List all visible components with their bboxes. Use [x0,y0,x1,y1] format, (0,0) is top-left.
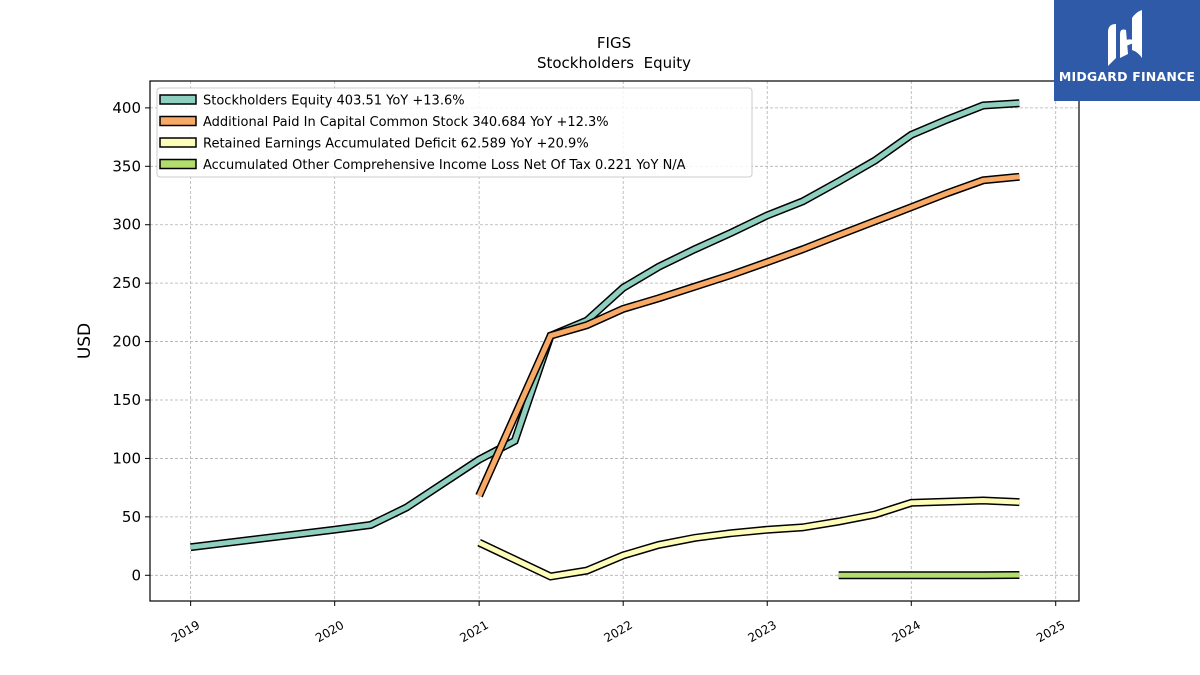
legend-entry: Retained Earnings Accumulated Deficit 62… [203,137,589,152]
legend-entry: Stockholders Equity 403.51 YoY +13.6% [203,94,465,109]
x-tick-label: 2021 [457,618,490,645]
midgard-finance-logo: MIDGARD FINANCE [1054,0,1200,101]
series-lines [190,99,1020,581]
legend-swatch [159,115,197,127]
x-tick-label: 2024 [890,618,923,645]
y-tick-label: 200 [112,333,141,351]
logo-mark-icon [1108,10,1142,66]
x-tick-label: 2022 [601,618,634,645]
y-tick-label: 0 [131,566,141,584]
legend-swatch [159,158,197,170]
x-tick-label: 2025 [1034,618,1067,645]
y-tick-label: 150 [112,391,141,409]
y-tick-label: 50 [122,508,141,526]
legend-entry: Accumulated Other Comprehensive Income L… [203,158,686,173]
legend-swatch [159,137,197,148]
y-tick-label: 300 [112,216,141,234]
y-tick-label: 400 [112,99,141,117]
axis-ticks: 0 50 100 150 200 250 300 350 400 2019 2020 2021 2022… [112,99,1067,645]
legend-box [156,87,753,178]
legend-entry: Additional Paid In Capital Common Stock … [203,115,609,130]
series-line-outline [477,496,1020,581]
series-line [478,497,1020,580]
series-line [190,100,1020,550]
y-tick-label: 100 [112,449,141,467]
logo-text: MIDGARD FINANCE [1058,69,1196,84]
chart-subtitle: Stockholders Equity [537,54,691,72]
legend-swatch [159,94,197,105]
y-tick-label: 350 [112,157,141,175]
x-tick-label: 2019 [169,618,202,645]
legend: Stockholders Equity 403.51 YoY +13.6% Add… [156,87,753,178]
x-tick-label: 2020 [313,618,346,645]
y-axis-label: USD [75,323,95,359]
plot-frame [149,80,1080,602]
y-tick-label: 250 [112,274,141,292]
x-tick-label: 2023 [746,618,779,645]
series-line [476,174,1020,497]
chart-title: FIGS [597,34,631,52]
